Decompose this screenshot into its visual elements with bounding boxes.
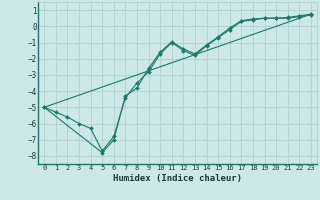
X-axis label: Humidex (Indice chaleur): Humidex (Indice chaleur)	[113, 174, 242, 183]
